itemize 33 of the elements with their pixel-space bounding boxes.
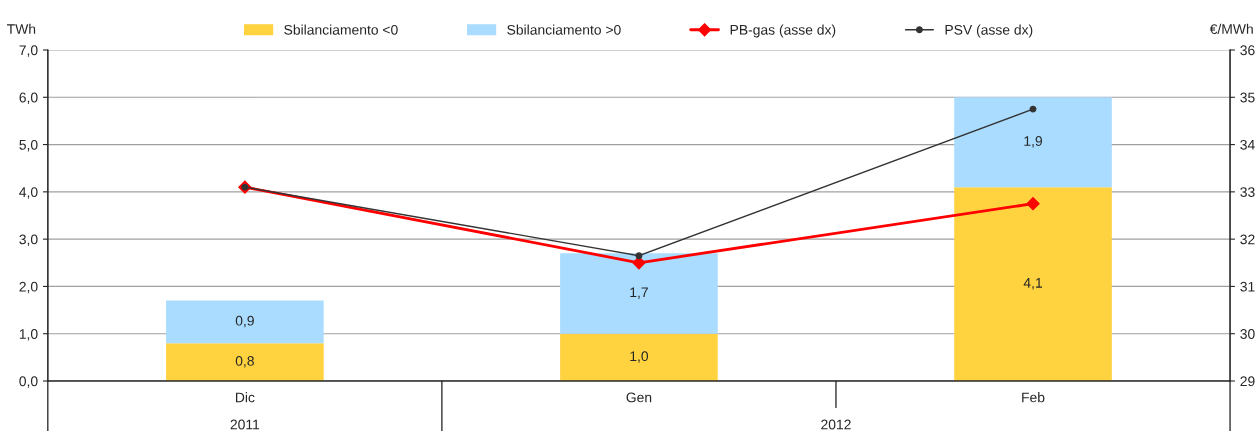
y2-tick-label: 31 — [1240, 281, 1255, 292]
y2-axis-title: €/MWh — [1209, 23, 1253, 35]
text: 2012 — [821, 419, 851, 430]
y2-tick-label: 35 — [1240, 92, 1255, 103]
data-label: 1,9 — [1024, 136, 1043, 148]
data-label: 1,7 — [630, 287, 648, 299]
legend-label: Sbilanciamento <0 — [284, 24, 398, 35]
y-tick-label: 5,0 — [19, 139, 38, 152]
data-label: 4,1 — [1023, 278, 1042, 290]
legend-label: PSV (asse dx) — [945, 24, 1033, 38]
y2-tick-label: 34 — [1240, 139, 1255, 150]
x-tick-label: Gen — [626, 392, 652, 403]
legend-label: PB-gas (asse dx) — [730, 24, 836, 38]
x-tick-label: Dic — [235, 392, 255, 403]
x-tick-label: Feb — [1022, 392, 1045, 403]
y-tick-label: 7,0 — [19, 45, 38, 57]
y-tick-label: 2,0 — [19, 281, 38, 294]
y-tick-label: 3,0 — [19, 234, 38, 246]
y-tick-label: 1,0 — [19, 329, 38, 341]
legend-label: Sbilanciamento >0 — [507, 24, 621, 35]
y-tick-label: 4,0 — [19, 187, 38, 199]
y-axis-title: TWh — [7, 23, 36, 34]
y-tick-label: 6,0 — [19, 92, 38, 105]
data-label: 0,8 — [235, 355, 254, 368]
y2-tick-label: 33 — [1240, 187, 1255, 198]
y-tick-label: 0,0 — [19, 376, 38, 388]
data-label: 0,9 — [235, 315, 254, 328]
y2-tick-label: 36 — [1240, 45, 1255, 56]
text: 2011 — [230, 419, 260, 430]
y2-tick-label: 30 — [1240, 329, 1255, 339]
y2-tick-label: 32 — [1240, 234, 1255, 245]
y2-tick-label: 29 — [1240, 376, 1255, 387]
data-label: 1,0 — [630, 351, 649, 363]
